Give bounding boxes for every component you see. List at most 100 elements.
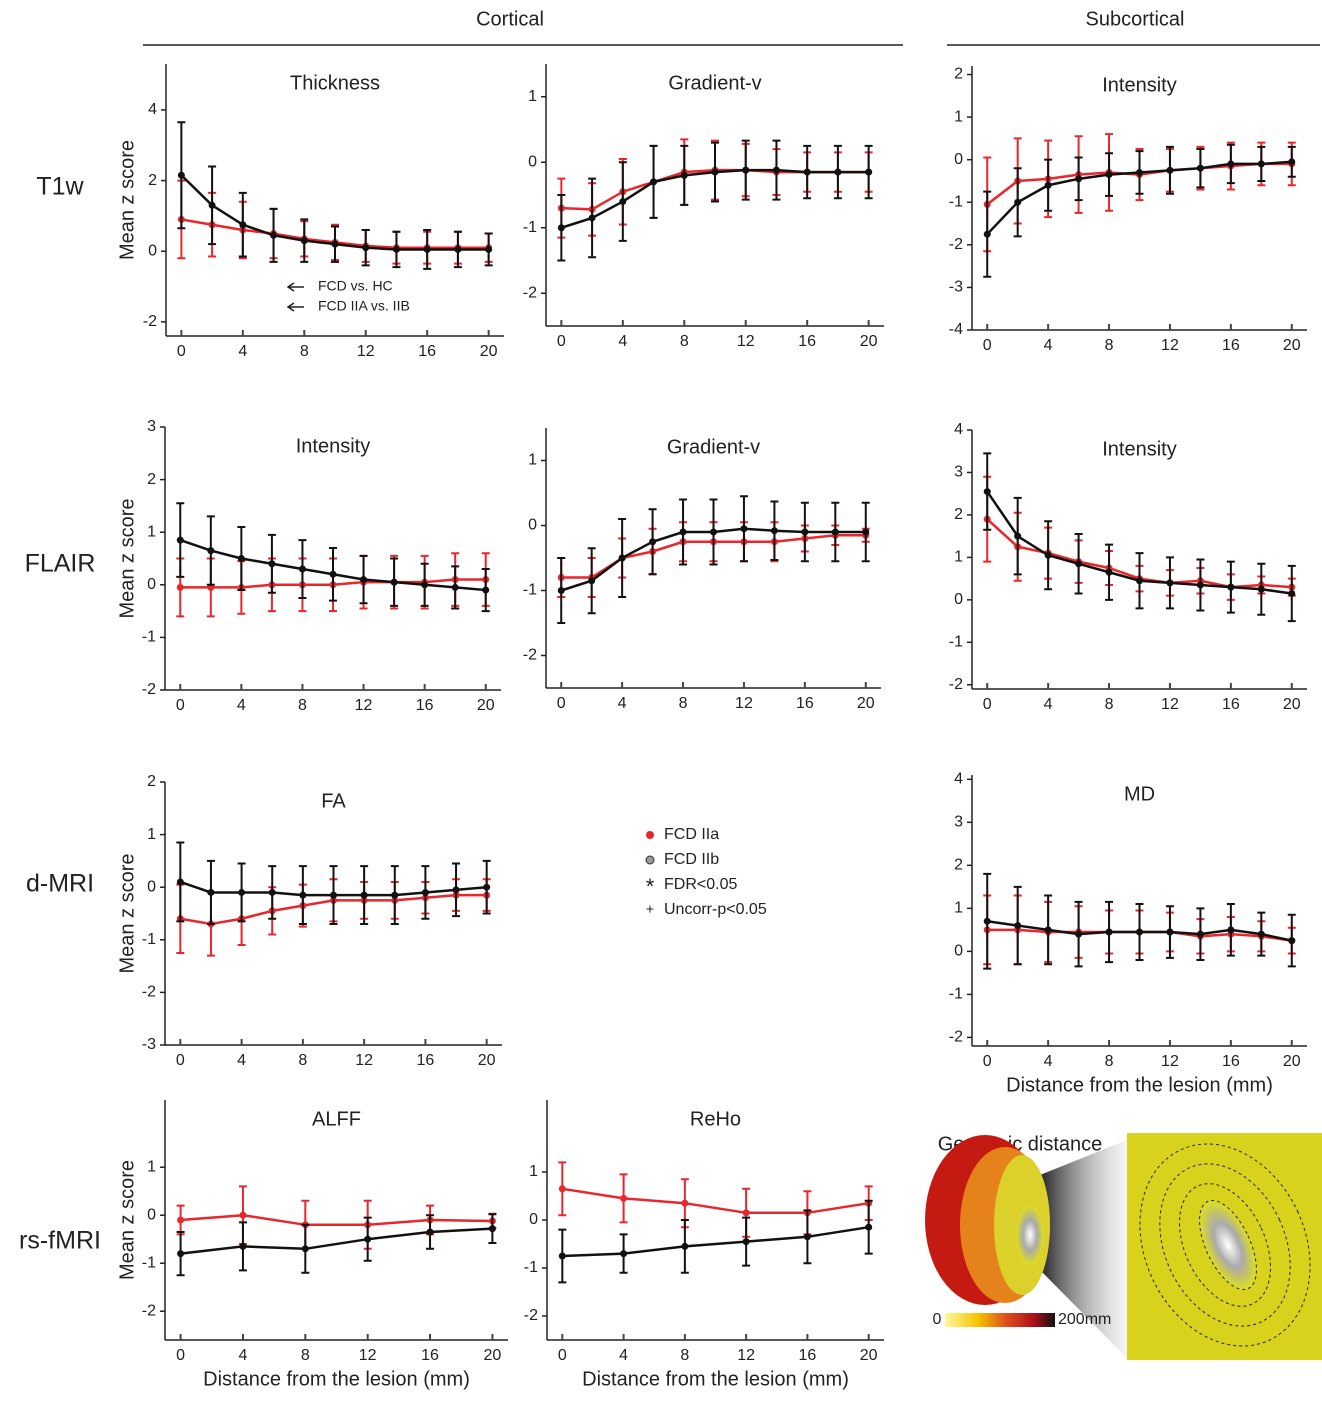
point	[1227, 160, 1235, 168]
y-tick-label: -4	[949, 321, 963, 338]
point	[452, 886, 460, 894]
point	[423, 245, 431, 253]
annotation-arrow	[286, 282, 304, 292]
point	[1014, 532, 1022, 540]
point	[1196, 581, 1204, 589]
header-subcortical: Subcortical	[1086, 8, 1185, 30]
y-tick-label: -1	[142, 931, 156, 948]
point	[1288, 158, 1296, 166]
x-tick-label: 4	[238, 343, 247, 360]
y-tick-label: -1	[523, 582, 537, 599]
y-tick-label: -2	[523, 647, 537, 664]
y-tick-label: 0	[528, 517, 537, 534]
x-tick-label: 16	[1222, 696, 1240, 713]
point	[710, 528, 717, 536]
point	[1044, 181, 1052, 189]
point	[620, 1250, 628, 1258]
point	[364, 1235, 372, 1243]
x-tick-label: 12	[1161, 337, 1179, 354]
point	[1075, 560, 1083, 568]
y-tick-label: 4	[954, 771, 963, 788]
x-tick-label: 8	[1105, 1053, 1114, 1070]
point	[239, 221, 247, 229]
y-tick-label: -2	[143, 313, 157, 330]
x-tick-label: 4	[1044, 1053, 1053, 1070]
header-cortical: Cortical	[476, 8, 544, 30]
panel-title: Gradient-v	[668, 72, 761, 94]
point	[834, 168, 842, 176]
y-tick-label: 1	[147, 523, 156, 540]
colorbar-min: 0	[933, 1311, 942, 1328]
y-tick-label: 0	[148, 242, 157, 259]
y-tick-label: 2	[148, 172, 157, 189]
point	[770, 527, 778, 535]
y-tick-label: -3	[949, 279, 963, 296]
x-tick-label: 16	[421, 1347, 439, 1364]
y-tick-label: 2	[147, 773, 156, 790]
x-tick-label: 0	[983, 696, 992, 713]
brain-lesion	[1016, 1205, 1044, 1265]
x-tick-label: 16	[799, 1347, 817, 1364]
x-tick-label: 0	[177, 343, 186, 360]
geodesic-contour	[1139, 1143, 1311, 1347]
y-tick-label: -2	[949, 1029, 963, 1046]
x-tick-label: 12	[355, 697, 373, 714]
x-tick-label: 4	[237, 697, 246, 714]
point	[588, 577, 596, 585]
x-tick-label: 20	[480, 343, 498, 360]
point	[391, 891, 399, 899]
panel-title: Gradient-v	[667, 436, 760, 458]
point	[300, 237, 308, 245]
point	[238, 888, 246, 896]
y-tick-label: 3	[954, 464, 963, 481]
point	[772, 166, 780, 174]
x-tick-label: 0	[557, 333, 566, 350]
point	[268, 888, 276, 896]
point	[983, 488, 991, 496]
series-line	[562, 1187, 869, 1215]
row-label: T1w	[36, 173, 84, 201]
panel-title: ALFF	[312, 1108, 361, 1130]
point	[488, 1225, 496, 1233]
legend-swatch	[645, 855, 655, 865]
x-tick-label: 12	[357, 343, 375, 360]
row-label: d-MRI	[26, 870, 94, 898]
point	[1257, 930, 1265, 938]
point	[1105, 568, 1113, 576]
point	[1014, 198, 1022, 206]
geodesic-figure: Geodesic distance 0 200mm	[925, 1133, 1322, 1360]
point	[1257, 585, 1265, 593]
panel: -2 -1 0 1 0 4 8 12 16 20 Gradient-v	[523, 64, 884, 350]
point	[330, 891, 337, 899]
point	[390, 578, 398, 586]
x-tick-label: 16	[1222, 1053, 1240, 1070]
y-tick-label: -1	[949, 193, 963, 210]
y-axis-label: Mean z score	[116, 498, 138, 618]
point	[298, 565, 306, 573]
x-tick-label: 20	[484, 1347, 502, 1364]
x-tick-label: 8	[680, 1347, 689, 1364]
x-tick-label: 20	[1283, 696, 1301, 713]
point	[1136, 168, 1143, 176]
y-tick-label: 1	[528, 88, 537, 105]
point	[680, 171, 688, 179]
x-tick-label: 12	[355, 1052, 373, 1069]
y-tick-label: -1	[523, 219, 537, 236]
y-tick-label: 2	[954, 857, 963, 874]
zoom-cone	[1040, 1140, 1127, 1358]
point	[558, 1252, 566, 1260]
x-tick-label: 4	[237, 1052, 246, 1069]
point	[831, 528, 839, 536]
point	[679, 528, 687, 536]
point	[588, 214, 596, 222]
y-tick-label: 0	[147, 576, 156, 593]
y-tick-label: -3	[142, 1036, 156, 1053]
point	[177, 1250, 185, 1258]
y-axis-label: Mean z score	[116, 1160, 138, 1280]
point	[176, 536, 184, 544]
row-label: rs-fMRI	[19, 1227, 101, 1255]
legend-label: FDR<0.05	[664, 876, 737, 893]
panel: -2 -1 0 1 0 4 8 12 16 20 ALFF Mean z score Distance …	[116, 1100, 508, 1390]
panel-title: Intensity	[1102, 74, 1176, 96]
panel-title: MD	[1124, 783, 1155, 805]
